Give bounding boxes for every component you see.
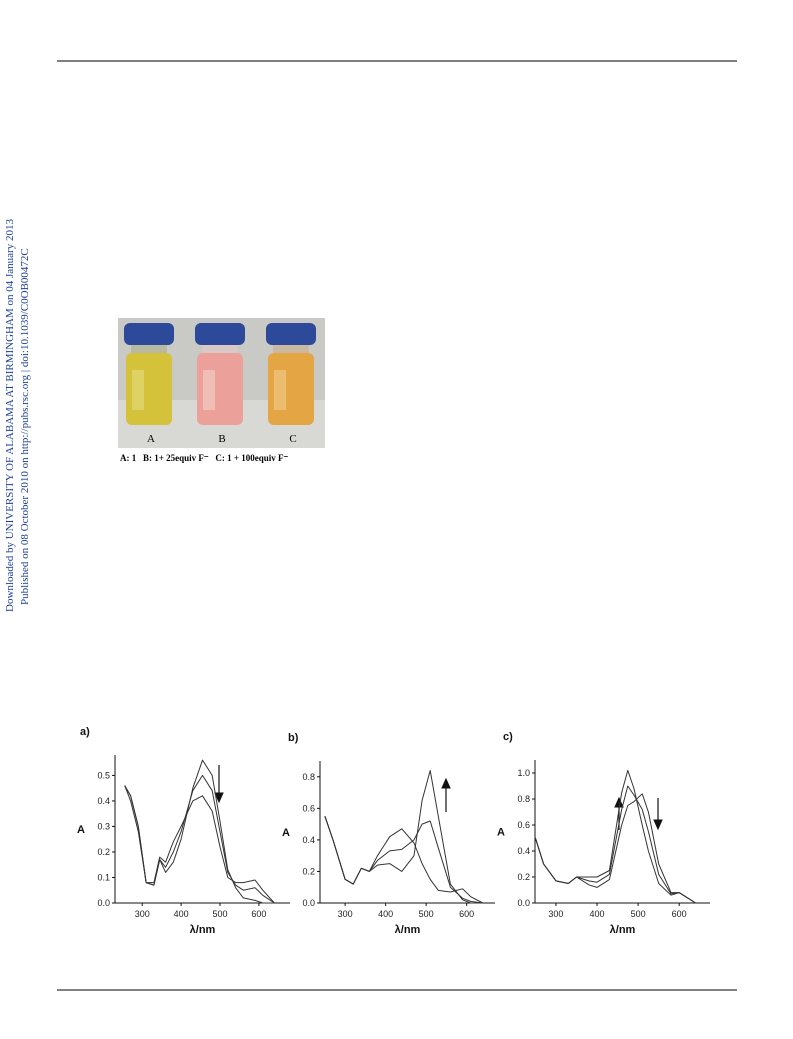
y-axis-label: A <box>282 827 290 839</box>
arrows <box>214 765 663 831</box>
y-tick-label: 0.8 <box>302 772 315 782</box>
x-tick-label: 500 <box>419 909 434 919</box>
y-axis-label: A <box>77 824 85 836</box>
y-tick-label: 0.4 <box>517 846 530 856</box>
vial-photo: A B C <box>118 318 325 448</box>
y-tick-label: 0.4 <box>302 835 315 845</box>
x-tick-label: 500 <box>631 909 646 919</box>
x-tick-label: 600 <box>672 909 687 919</box>
spectrum-line <box>534 785 696 904</box>
x-tick-label: 400 <box>174 909 189 919</box>
spectrum-line <box>324 770 483 904</box>
vial-c <box>266 323 316 425</box>
x-axis-label: λ/nm <box>610 924 636 936</box>
x-tick-label: 600 <box>251 909 266 919</box>
x-tick-label: 300 <box>135 909 150 919</box>
vial-label: B <box>218 433 225 445</box>
y-tick-label: 0.6 <box>302 803 315 813</box>
spectrum-line <box>534 769 696 904</box>
y-tick-label: 0.2 <box>517 872 530 882</box>
x-tick-label: 400 <box>378 909 393 919</box>
y-axis-label: A <box>497 827 505 839</box>
x-axis-label: λ/nm <box>395 924 421 936</box>
y-tick-label: 0.0 <box>517 898 530 908</box>
spectrum-line <box>124 774 275 904</box>
vial-label: C <box>289 433 296 445</box>
x-tick-label: 400 <box>590 909 605 919</box>
photo-caption: A: 1 B: 1+ 25equiv F⁻ C: 1 + 100equiv F⁻ <box>120 453 289 463</box>
spectrum-line <box>324 816 484 904</box>
y-tick-label: 0.3 <box>97 821 110 831</box>
x-tick-label: 300 <box>338 909 353 919</box>
x-tick-label: 500 <box>212 909 227 919</box>
y-tick-label: 0.1 <box>97 872 110 882</box>
y-tick-label: 0.6 <box>517 820 530 830</box>
vial-a <box>124 323 174 425</box>
y-tick-label: 0.4 <box>97 796 110 806</box>
spectrum-line <box>124 759 275 904</box>
panel-label: c) <box>503 731 513 743</box>
y-tick-label: 0.0 <box>302 898 315 908</box>
y-tick-label: 0.8 <box>517 794 530 804</box>
vial-b <box>195 323 245 425</box>
panel-label: b) <box>288 732 299 744</box>
spectrum-line <box>124 785 275 904</box>
y-tick-label: 1.0 <box>517 768 530 778</box>
x-tick-label: 600 <box>459 909 474 919</box>
y-tick-label: 0.5 <box>97 770 110 780</box>
sidebar-published: Published on 08 October 2010 on http://p… <box>19 248 31 605</box>
y-tick-label: 0.0 <box>97 898 110 908</box>
x-axis-label: λ/nm <box>190 924 216 936</box>
y-tick-label: 0.2 <box>302 866 315 876</box>
sidebar-download: Downloaded by UNIVERSITY OF ALABAMA AT B… <box>4 219 16 612</box>
x-tick-label: 300 <box>548 909 563 919</box>
y-tick-label: 0.2 <box>97 847 110 857</box>
spectrum-line <box>534 793 696 904</box>
vial-label: A <box>147 433 155 445</box>
panel-label: a) <box>80 726 90 738</box>
